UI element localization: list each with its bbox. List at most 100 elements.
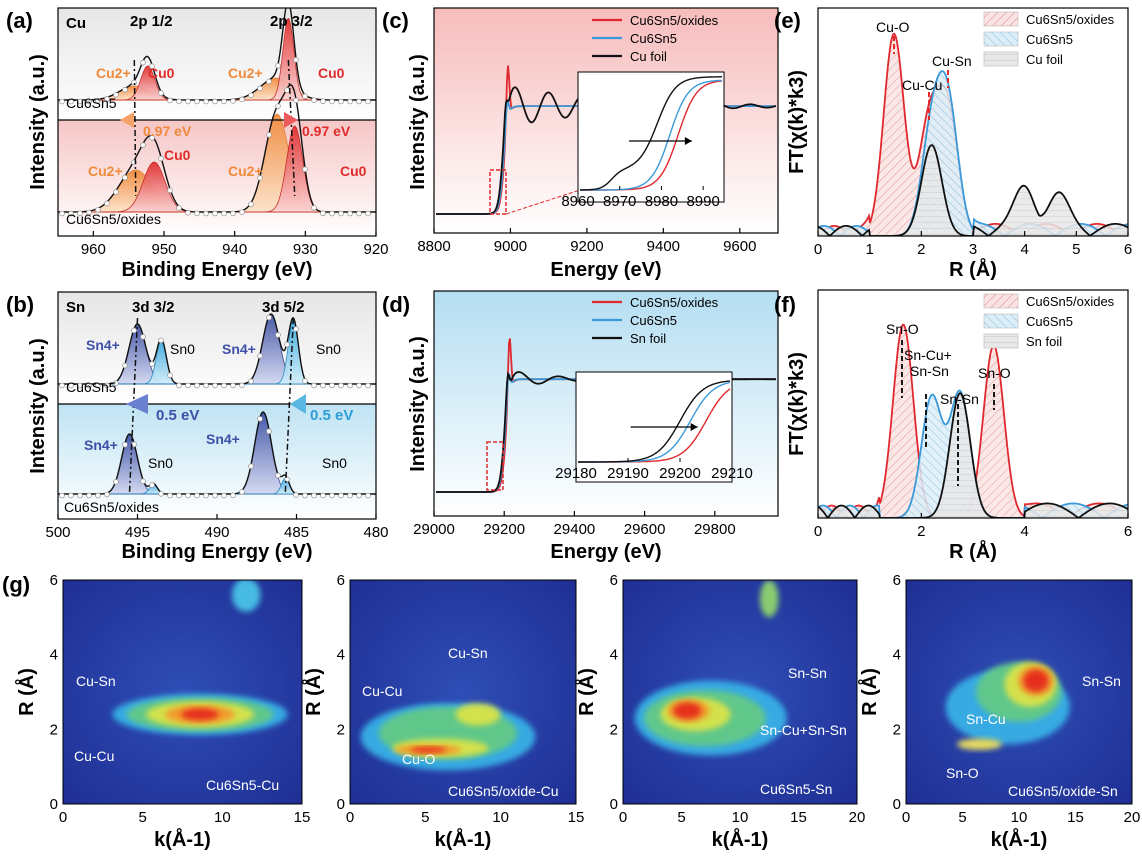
area-fill-2 [818, 393, 1128, 518]
data-point [275, 472, 281, 479]
data-point [293, 326, 299, 332]
data-point [221, 98, 227, 105]
data-point [149, 63, 155, 70]
heatmap-contours [634, 580, 787, 756]
inset-line-1 [580, 79, 722, 191]
y-tick-label: 2 [610, 721, 618, 738]
x-tick-label: 29400 [554, 521, 596, 538]
shift-guide-line [287, 59, 296, 197]
data-point [203, 210, 209, 217]
x-tick-label: 480 [363, 524, 388, 541]
panel-g: (g) 0 5 10 15 0 2 4 6 k(Å-1) R (Å) 0 5 10 15 0 2 4 6 k(Å-1… [2, 572, 1140, 851]
data-point [356, 210, 362, 217]
panel-a-sample-top: Cu6Sn5 [66, 95, 117, 111]
y-tick-label: 4 [893, 647, 901, 664]
heatmap-frame [62, 579, 303, 805]
panel-d: 29180 29190 29200 29210 Cu6Sn5/oxides Cu6Sn5… [382, 290, 779, 563]
data-point [194, 382, 200, 389]
x-tick-label: 0 [619, 809, 627, 826]
panel-b-state-ox-1: Sn4+ [86, 337, 120, 353]
data-point [248, 201, 254, 208]
data-point [194, 210, 200, 217]
data-point [95, 492, 101, 499]
data-point [68, 98, 74, 105]
hm-3-label-1: Sn-Sn [788, 665, 827, 681]
panel-f: Cu6Sn5/oxides Cu6Sn5 Sn foil 0 2 4 6 Sn-O Sn-… [774, 289, 1132, 563]
data-point [320, 98, 326, 104]
data-point [131, 327, 137, 334]
panel-a-peak-label-2: 2p 3/2 [270, 13, 313, 30]
data-point [140, 478, 146, 485]
data-point [212, 382, 218, 389]
heatmap-background [63, 580, 302, 804]
data-point [59, 210, 65, 217]
x-tick-label: 1 [865, 241, 873, 258]
data-point [266, 78, 272, 85]
x-tick-label: 9600 [723, 238, 756, 255]
panel-e-ylabel: FT(χ(k)*k3) [786, 70, 808, 174]
heatmap-ylabel: R (Å) [301, 668, 325, 716]
inset-tick-label: 8970 [603, 193, 636, 210]
data-point [68, 382, 74, 389]
data-point [113, 189, 119, 195]
data-point [149, 135, 155, 141]
legend-label: Cu6Sn5/oxides [630, 13, 719, 28]
panel-f-annot-sn-sn-2: Sn-Sn [940, 391, 979, 407]
x-tick-label: 5 [421, 809, 429, 826]
data-point [285, 2, 290, 7]
y-tick-label: 6 [50, 572, 58, 589]
panel-a: (a) Cu 2p 1/2 2p 3/2 Cu6Sn5 Cu6Sn5/oxide… [6, 2, 389, 281]
panel-b-state-met-4: Sn0 [322, 455, 347, 471]
x-tick-label: 940 [222, 241, 247, 258]
legend-label: Cu6Sn5 [630, 313, 677, 328]
data-point [365, 98, 371, 105]
x-tick-label: 485 [284, 524, 309, 541]
data-point [194, 98, 200, 105]
panel-a-bottom-background [58, 120, 376, 236]
panel-f-ylabel: FT(χ(k)*k3) [786, 352, 808, 456]
x-tick-label: 20 [849, 809, 866, 826]
heatmap-ylabel: R (Å) [574, 668, 598, 716]
data-point [158, 90, 164, 96]
legend-label: Cu foil [1026, 52, 1063, 67]
panel-a-ylabel: Intensity (a.u.) [27, 54, 49, 190]
y-tick-label: 0 [337, 796, 345, 813]
legend-label: Cu6Sn5 [630, 31, 677, 46]
legend-swatch [983, 333, 1019, 349]
heatmap-contour-level [410, 746, 447, 753]
panel-b-sample-bottom: Cu6Sn5/oxides [64, 499, 159, 515]
heatmap-ylabel: R (Å) [14, 668, 38, 716]
panel-f-frame [817, 289, 1129, 519]
data-point [356, 98, 362, 105]
x-tick-label: 5 [677, 809, 685, 826]
data-point [122, 86, 128, 93]
x-tick-label: 9400 [647, 238, 680, 255]
heatmap-xlabel: k(Å-1) [435, 827, 492, 851]
hm-1-label-2: Cu-Cu [74, 748, 114, 764]
heatmap-2: 0 5 10 15 0 2 4 6 k(Å-1) R (Å) [301, 572, 584, 851]
x-tick-label: 15 [568, 809, 585, 826]
data-point [86, 209, 92, 216]
panel-b-state-met-2: Sn0 [316, 341, 341, 357]
y-tick-label: 4 [50, 647, 58, 664]
data-point [158, 337, 164, 344]
panel-b: (b) Sn 3d 3/2 3d 5/2 Cu6Sn5 Cu6Sn5/oxide… [6, 291, 389, 563]
inset-tick-label: 8980 [645, 193, 678, 210]
panel-b-shift-arrow-left [126, 394, 148, 414]
panel-a-state-met-3: Cu0 [164, 147, 191, 163]
data-point [203, 382, 209, 389]
data-point [311, 205, 317, 211]
data-point [329, 492, 335, 499]
panel-a-shift-left: 0.97 eV [143, 123, 192, 139]
data-point [356, 382, 362, 389]
data-point [248, 378, 254, 385]
panel-a-element: Cu [66, 15, 86, 32]
data-point [86, 98, 92, 105]
y-tick-label: 0 [50, 796, 58, 813]
data-point [158, 491, 164, 497]
panel-b-state-met-1: Sn0 [170, 341, 195, 357]
data-point [122, 362, 128, 369]
panel-c-ylabel: Intensity (a.u.) [407, 54, 429, 190]
